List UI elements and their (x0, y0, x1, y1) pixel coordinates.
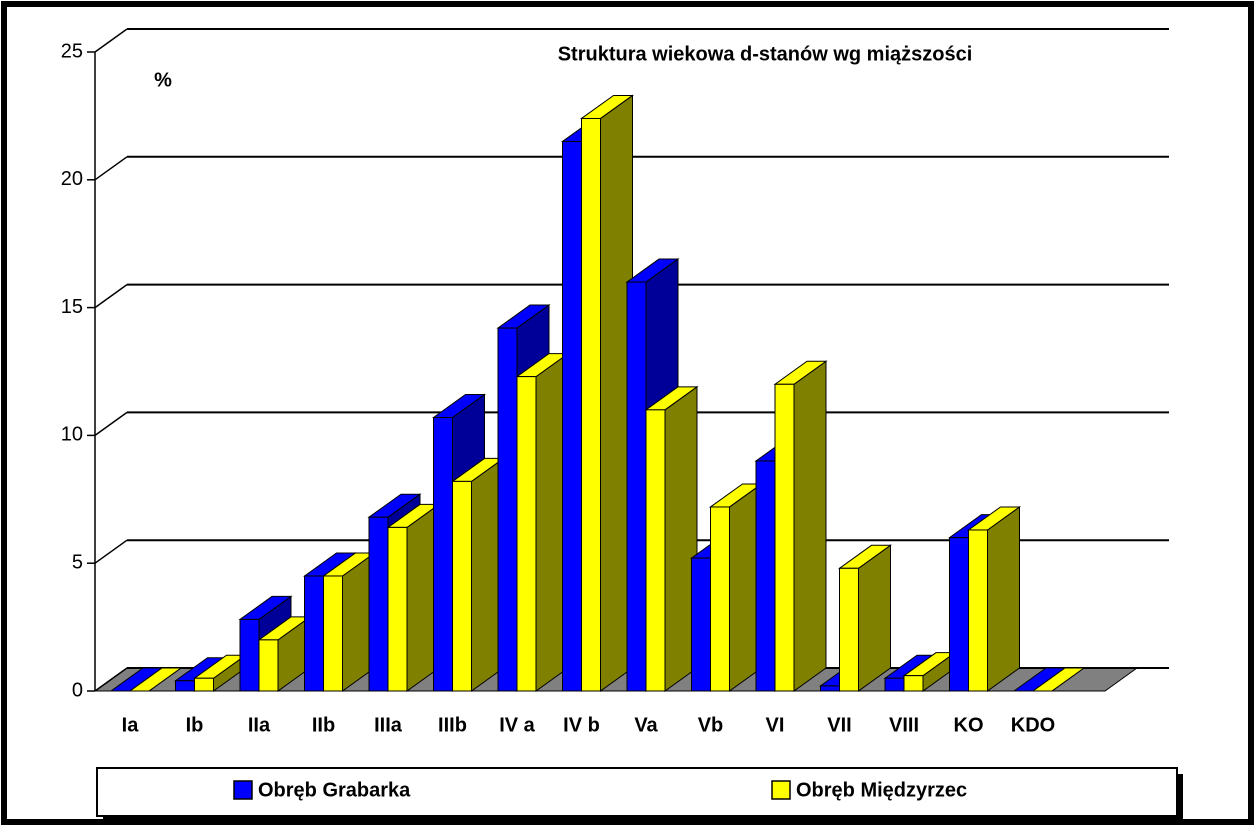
bar-top (1031, 667, 1086, 692)
bar-front (304, 575, 324, 692)
grid-diagonal (94, 156, 128, 181)
bar (773, 360, 828, 692)
x-tick-label: VII (827, 714, 851, 736)
bar-front (368, 516, 389, 692)
bar-front (968, 529, 988, 692)
grid-diagonal (94, 28, 128, 53)
y-tick-label: 5 (72, 551, 83, 573)
bar (192, 654, 248, 692)
y-tick-label: 15 (61, 296, 83, 318)
y-tick-label: 0 (72, 679, 83, 701)
grid-diagonal (94, 539, 128, 564)
legend (96, 767, 1178, 817)
x-tick-label: KDO (1011, 714, 1055, 736)
bar-front (884, 677, 905, 692)
bar-front (323, 575, 343, 692)
bar (644, 385, 699, 692)
legend-swatch (771, 780, 791, 800)
x-tick-label: IIIa (374, 714, 403, 736)
bar (128, 667, 183, 692)
bar-top (128, 667, 183, 692)
x-tick-label: VI (766, 714, 785, 736)
bar-side (793, 360, 827, 692)
y-tick-label: 10 (61, 424, 83, 446)
bar (837, 544, 893, 692)
x-tick-label: IV a (499, 714, 535, 736)
y-axis-label: % (154, 69, 172, 91)
bar-front (839, 567, 859, 692)
bar-front (497, 327, 518, 692)
x-tick-label: VIII (889, 714, 919, 736)
bar-front (433, 417, 453, 692)
bar (966, 505, 1022, 692)
bar-front (452, 480, 472, 692)
x-tick-label: IIb (312, 714, 335, 736)
y-tick-label: 20 (61, 168, 83, 190)
bar (386, 503, 441, 692)
chart-title: Struktura wiekowa d-stanów wg miąższości (558, 43, 973, 65)
bar-front (691, 557, 711, 692)
grid-diagonal (94, 283, 128, 309)
bar (515, 352, 570, 692)
bar (902, 651, 957, 692)
legend-label: Obręb Grabarka (258, 779, 411, 801)
bar (708, 482, 764, 692)
bar-front (903, 675, 924, 692)
x-tick-label: Va (634, 714, 658, 736)
x-tick-label: IIIb (438, 714, 467, 736)
grid-diagonal (94, 411, 128, 437)
x-tick-label: Vb (698, 714, 724, 736)
bar-front (820, 685, 840, 692)
bar (1031, 667, 1086, 692)
x-tick-label: Ia (122, 714, 140, 736)
bar-side (987, 505, 1020, 692)
x-tick-label: IV b (563, 714, 600, 736)
bar-front (710, 506, 730, 692)
bar (257, 615, 312, 692)
x-tick-label: KO (954, 714, 984, 736)
bar-side (858, 544, 891, 692)
bar-front (755, 460, 776, 692)
bar-front (774, 383, 795, 692)
bar-front (258, 639, 279, 692)
x-tick-label: Ib (186, 714, 204, 736)
bar (579, 94, 635, 692)
bar-front (516, 376, 537, 692)
bar-front (581, 117, 601, 692)
legend-label: Obręb Międzyrzec (796, 779, 967, 801)
bar-front (949, 537, 969, 692)
bar-front (175, 680, 195, 692)
bar (450, 457, 506, 692)
bar-front (645, 409, 666, 692)
bar-front (562, 140, 582, 692)
legend-swatch (233, 780, 253, 800)
y-tick-label: 25 (61, 40, 83, 62)
bar-front (626, 281, 647, 692)
grid-diagonal (94, 667, 128, 692)
plot: 0 5 10 15 20 25 Ia Ib IIa IIb IIIa IIIb IV a IV b Va Vb… (61, 28, 1169, 736)
bar (321, 552, 377, 692)
bar-front (239, 618, 260, 692)
bar-front (194, 677, 214, 692)
bar-front (387, 526, 408, 692)
x-tick-label: IIa (248, 714, 271, 736)
